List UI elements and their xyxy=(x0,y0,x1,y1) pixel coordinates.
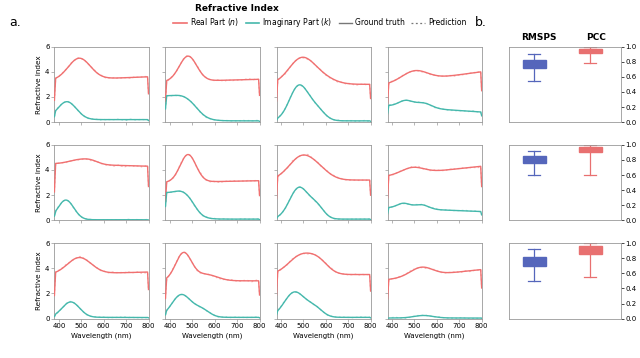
PathPatch shape xyxy=(579,147,602,153)
PathPatch shape xyxy=(523,156,546,163)
PathPatch shape xyxy=(579,246,602,253)
PathPatch shape xyxy=(523,60,546,68)
PathPatch shape xyxy=(523,257,546,266)
Y-axis label: Refractive index: Refractive index xyxy=(36,153,42,212)
Legend: Real Part $(n)$, Imaginary Part $(k)$, Ground truth, Prediction: Real Part $(n)$, Imaginary Part $(k)$, G… xyxy=(173,16,467,29)
X-axis label: Wavelength (nm): Wavelength (nm) xyxy=(293,332,354,339)
Text: a.: a. xyxy=(10,16,21,29)
Text: RMSPS: RMSPS xyxy=(521,33,557,42)
X-axis label: Wavelength (nm): Wavelength (nm) xyxy=(404,332,465,339)
PathPatch shape xyxy=(579,49,602,53)
Y-axis label: Refractive index: Refractive index xyxy=(36,252,42,310)
Y-axis label: Refractive index: Refractive index xyxy=(36,55,42,113)
X-axis label: Wavelength (nm): Wavelength (nm) xyxy=(71,332,132,339)
Text: b.: b. xyxy=(475,16,487,29)
Text: Refractive Index: Refractive Index xyxy=(195,4,278,13)
X-axis label: Wavelength (nm): Wavelength (nm) xyxy=(182,332,243,339)
Text: PCC: PCC xyxy=(586,33,606,42)
